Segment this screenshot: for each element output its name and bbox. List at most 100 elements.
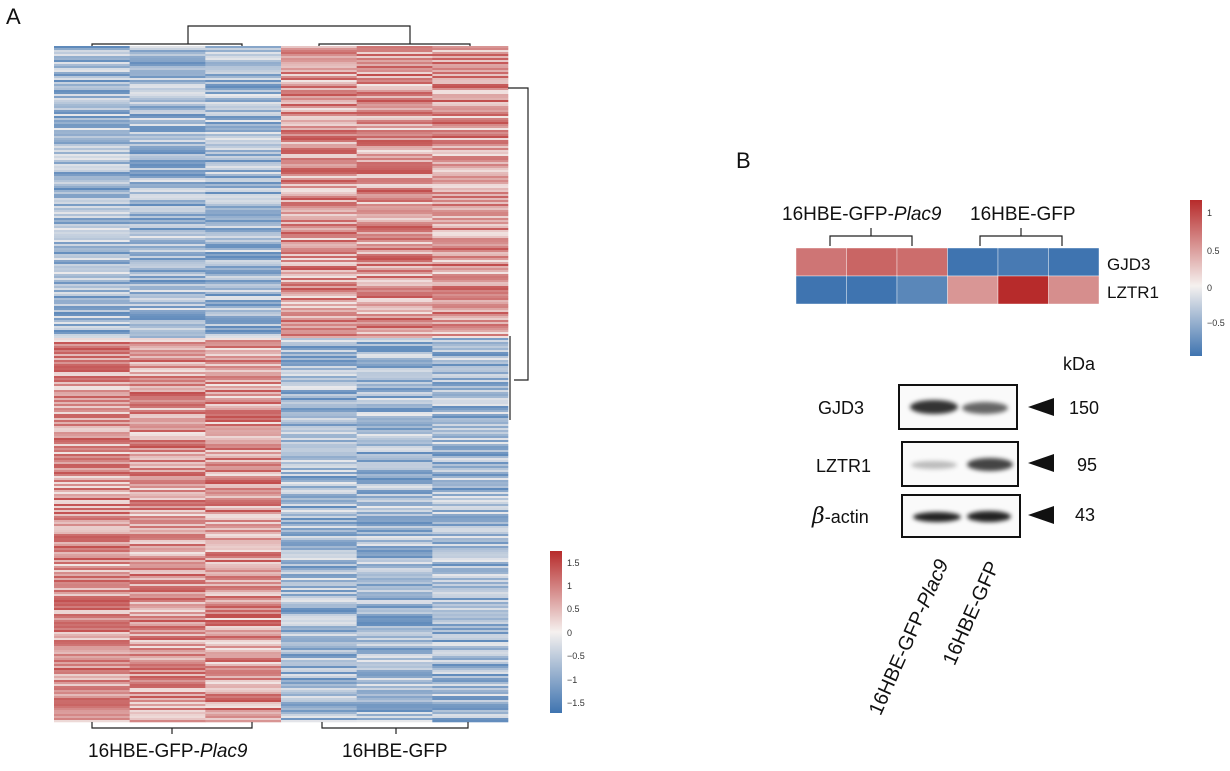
heatmap-a-cell	[281, 592, 357, 595]
heatmap-a-cell	[432, 556, 509, 559]
heatmap-a-cell	[356, 698, 433, 701]
heatmap-a-cell	[205, 306, 282, 309]
heatmap-a-cell	[432, 154, 509, 157]
heatmap-a-cell	[205, 388, 282, 391]
heatmap-a-cell	[356, 566, 433, 569]
heatmap-a-cell	[432, 560, 509, 563]
heatmap-a-cell	[54, 282, 130, 285]
heatmap-a-cell	[129, 386, 206, 389]
heatmap-a-cell	[129, 308, 206, 311]
heatmap-a-cell	[54, 180, 130, 183]
heatmap-a-cell	[129, 652, 206, 655]
heatmap-a-cell	[432, 134, 509, 137]
heatmap-a-cell	[356, 320, 433, 323]
heatmap-a-cell	[205, 542, 282, 545]
heatmap-a-cell	[432, 170, 509, 173]
heatmap-a-cell	[281, 396, 357, 399]
heatmap-a-cell	[54, 532, 130, 535]
heatmap-a-cell	[432, 694, 509, 697]
heatmap-a-cell	[432, 104, 509, 107]
heatmap-a-cell	[432, 436, 509, 439]
heatmap-a-cell	[205, 106, 282, 109]
heatmap-a-cell	[205, 622, 282, 625]
heatmap-a-cell	[129, 118, 206, 121]
heatmap-a-cell	[281, 196, 357, 199]
heatmap-a-cell	[432, 174, 509, 177]
heatmap-a-cell	[54, 142, 130, 145]
heatmap-a-cell	[356, 108, 433, 111]
heatmap-a-cell	[205, 690, 282, 693]
heatmap-a-cell	[129, 76, 206, 79]
heatmap-a-cell	[356, 202, 433, 205]
heatmap-a-cell	[281, 488, 357, 491]
heatmap-a-cell	[281, 642, 357, 645]
heatmap-a-cell	[129, 472, 206, 475]
heatmap-a-cell	[432, 144, 509, 147]
heatmap-a-cell	[356, 154, 433, 157]
heatmap-a-cell	[205, 192, 282, 195]
heatmap-a-cell	[205, 438, 282, 441]
heatmap-a-cell	[281, 438, 357, 441]
heatmap-a-cell	[356, 218, 433, 221]
heatmap-a-cell	[432, 76, 509, 79]
heatmap-a-cell	[54, 580, 130, 583]
heatmap-a-cell	[432, 152, 509, 155]
heatmap-a-cell	[54, 214, 130, 217]
heatmap-a-cell	[54, 132, 130, 135]
heatmap-a-cell	[54, 648, 130, 651]
heatmap-a-cell	[432, 394, 509, 397]
heatmap-a-cell	[356, 184, 433, 187]
heatmap-a-cell	[129, 470, 206, 473]
heatmap-a-cell	[54, 636, 130, 639]
heatmap-a-cell	[281, 204, 357, 207]
heatmap-a-cell	[356, 418, 433, 421]
heatmap-a-cell	[129, 278, 206, 281]
heatmap-a-cell	[205, 426, 282, 429]
heatmap-a-cell	[129, 462, 206, 465]
heatmap-a-cell	[356, 142, 433, 145]
heatmap-a-cell	[281, 504, 357, 507]
heatmap-a-cell	[54, 474, 130, 477]
heatmap-a-cell	[205, 178, 282, 181]
heatmap-a-cell	[205, 646, 282, 649]
heatmap-a-cell	[54, 464, 130, 467]
heatmap-a-cell	[432, 338, 509, 341]
heatmap-a-cell	[54, 568, 130, 571]
heatmap-a-cell	[281, 106, 357, 109]
heatmap-b-cell	[846, 275, 898, 305]
heatmap-a-cell	[129, 524, 206, 527]
heatmap-a-cell	[356, 54, 433, 57]
heatmap-a-cell	[281, 412, 357, 415]
heatmap-a-cell	[432, 336, 509, 339]
heatmap-a-cell	[281, 696, 357, 699]
heatmap-a-cell	[54, 166, 130, 169]
heatmap-a-cell	[129, 266, 206, 269]
heatmap-a-cell	[432, 434, 509, 437]
heatmap-a-cell	[432, 346, 509, 349]
heatmap-a-cell	[205, 558, 282, 561]
heatmap-a-cell	[205, 650, 282, 653]
heatmap-a-cell	[432, 272, 509, 275]
heatmap-a-cell	[54, 84, 130, 87]
heatmap-a-cell	[129, 130, 206, 133]
blot-gjd3	[898, 384, 1018, 430]
heatmap-a-cell	[432, 122, 509, 125]
heatmap-a-cell	[129, 272, 206, 275]
heatmap-a-cell	[356, 428, 433, 431]
heatmap-a-cell	[129, 354, 206, 357]
heatmap-a-cell	[281, 178, 357, 181]
heatmap-a-cell	[432, 484, 509, 487]
heatmap-a-cell	[205, 618, 282, 621]
heatmap-a-cell	[54, 578, 130, 581]
heatmap-a-cell	[432, 388, 509, 391]
kda-label: kDa	[1063, 354, 1096, 374]
heatmap-a-cell	[432, 512, 509, 515]
heatmap-a-cell	[54, 626, 130, 629]
heatmap-a-cell	[54, 294, 130, 297]
heatmap-a-cell	[54, 190, 130, 193]
heatmap-a-cell	[356, 584, 433, 587]
heatmap-a-cell	[432, 164, 509, 167]
heatmap-a-cell	[281, 706, 357, 709]
heatmap-a-cell	[356, 640, 433, 643]
heatmap-a-cell	[205, 320, 282, 323]
